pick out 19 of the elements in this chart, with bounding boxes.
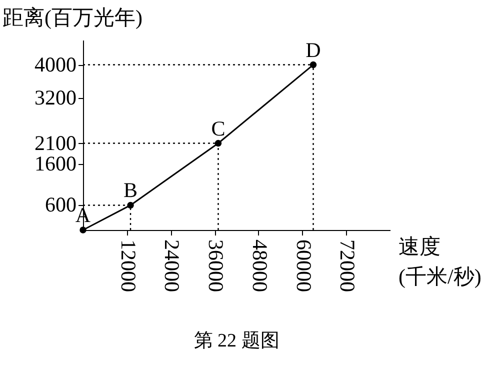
annotation: D — [306, 38, 321, 62]
point — [127, 202, 134, 209]
y-tick-label: 600 — [45, 192, 76, 217]
y-tick-label: 4000 — [34, 52, 76, 76]
x-tick-label: 36000 — [204, 240, 228, 292]
y-tick-label: 3200 — [34, 85, 76, 110]
x-tick-label: 60000 — [292, 240, 316, 292]
point — [310, 61, 317, 68]
point — [214, 140, 222, 147]
x-axis-title: 速度(千米/秒) — [398, 234, 482, 288]
point — [80, 226, 86, 234]
x-tick-label: 72000 — [336, 240, 360, 292]
annotation: C — [211, 116, 226, 140]
y-axis-title: 距离(百万光年) — [2, 6, 142, 30]
annotation: B — [124, 178, 138, 202]
text: 第 22 题图 — [194, 330, 280, 352]
x-tick-label: 12000 — [116, 240, 140, 292]
x-tick-label: 24000 — [160, 240, 184, 292]
x-tick-label: 48000 — [248, 240, 272, 292]
